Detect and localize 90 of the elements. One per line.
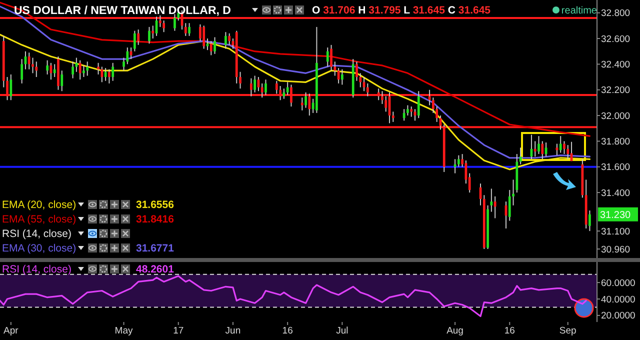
candlestick bbox=[134, 30, 136, 52]
candlestick bbox=[286, 82, 289, 96]
y-tick-label: 20.0000 bbox=[601, 310, 636, 322]
annotation: O 31.706 H 31.795 L 31.645 C 31.645 bbox=[312, 4, 491, 17]
candlestick bbox=[46, 60, 49, 75]
y-tick-label: 31.600 bbox=[601, 162, 630, 174]
candlestick bbox=[202, 25, 206, 50]
candlestick bbox=[20, 58, 24, 84]
x-tick-label: May bbox=[114, 325, 133, 336]
candlestick bbox=[78, 60, 82, 80]
y-tick-label: 32.800 bbox=[601, 8, 630, 20]
candlestick bbox=[436, 106, 438, 122]
annotation: 31.6556 bbox=[136, 199, 174, 212]
annotation: 48.2601 bbox=[136, 264, 174, 276]
candlestick bbox=[28, 52, 30, 70]
y-tick-label: 32.400 bbox=[601, 60, 630, 71]
text: EMA (30, close) bbox=[2, 242, 76, 255]
candlestick bbox=[188, 22, 190, 36]
candlestick bbox=[53, 64, 56, 78]
text: EMA (20, close) bbox=[2, 199, 76, 212]
candlestick bbox=[359, 72, 362, 88]
candlestick bbox=[341, 68, 344, 86]
candlestick bbox=[152, 25, 154, 40]
y-tick-label: 60.0000 bbox=[601, 278, 636, 289]
annotation: realtime bbox=[561, 6, 598, 16]
candlestick bbox=[82, 64, 85, 78]
y-tick-label: 31.800 bbox=[601, 136, 630, 148]
y-tick-label: 32.600 bbox=[601, 34, 630, 45]
candlestick bbox=[304, 92, 307, 108]
candlestick bbox=[239, 71, 242, 90]
candlestick bbox=[214, 36, 216, 54]
candlestick bbox=[32, 57, 34, 74]
candlestick bbox=[494, 196, 496, 219]
candlestick bbox=[326, 46, 329, 68]
candlestick bbox=[184, 22, 187, 36]
annotation: 31.6771 bbox=[136, 242, 174, 255]
y-tick-label: 31.400 bbox=[601, 188, 630, 199]
candlestick bbox=[356, 61, 358, 82]
candlestick bbox=[228, 32, 231, 46]
candlestick bbox=[362, 76, 366, 92]
candlestick bbox=[457, 154, 460, 168]
x-tick-label: Sep bbox=[559, 325, 576, 336]
x-tick-label: 16 bbox=[282, 325, 293, 336]
candlestick bbox=[566, 144, 570, 160]
candlestick bbox=[538, 136, 540, 155]
x-tick-label: Aug bbox=[446, 325, 464, 336]
candlestick bbox=[330, 44, 332, 72]
x-tick-label: Jul bbox=[336, 325, 348, 336]
candlestick bbox=[108, 68, 110, 84]
candlestick bbox=[72, 61, 74, 79]
candlestick bbox=[148, 26, 150, 44]
candlestick bbox=[254, 75, 256, 93]
y-tick-label: 32.000 bbox=[601, 110, 630, 122]
y-tick-label: 31.100 bbox=[601, 226, 630, 238]
candlestick bbox=[490, 188, 493, 212]
candlestick bbox=[86, 61, 89, 76]
candlestick bbox=[60, 70, 64, 92]
x-tick-label: 17 bbox=[173, 325, 184, 336]
candlestick bbox=[417, 90, 420, 119]
text: EMA (55, close) bbox=[2, 214, 76, 226]
candlestick bbox=[199, 24, 202, 42]
candlestick bbox=[112, 62, 114, 82]
candlestick bbox=[392, 111, 394, 122]
x-tick-label: 16 bbox=[504, 325, 515, 336]
candlestick bbox=[406, 104, 409, 116]
y-tick-label: 40.0000 bbox=[601, 294, 636, 306]
x-tick-label: Jun bbox=[225, 325, 241, 336]
candlestick bbox=[534, 140, 536, 158]
y-tick-label: 30.960 bbox=[601, 244, 630, 256]
candlestick bbox=[264, 79, 267, 96]
candlestick bbox=[588, 210, 591, 232]
text: 31.230 bbox=[600, 210, 632, 221]
candlestick bbox=[224, 32, 227, 50]
y-tick-label: 32.200 bbox=[601, 85, 630, 96]
candlestick bbox=[10, 74, 12, 101]
candlestick bbox=[100, 66, 104, 83]
x-tick-label: Apr bbox=[4, 325, 18, 336]
candlestick bbox=[563, 140, 566, 155]
candlestick bbox=[35, 61, 38, 78]
annotation: RSI (14, close) bbox=[2, 228, 72, 240]
candlestick bbox=[210, 40, 212, 56]
candlestick bbox=[410, 106, 413, 118]
text: RSI (14, close) bbox=[2, 264, 72, 276]
candlestick bbox=[104, 68, 107, 82]
candlestick bbox=[559, 136, 562, 154]
candlestick bbox=[97, 62, 100, 75]
annotation: 31.8416 bbox=[136, 214, 174, 226]
candlestick bbox=[508, 189, 511, 222]
candlestick bbox=[137, 29, 140, 46]
candlestick bbox=[402, 108, 406, 122]
